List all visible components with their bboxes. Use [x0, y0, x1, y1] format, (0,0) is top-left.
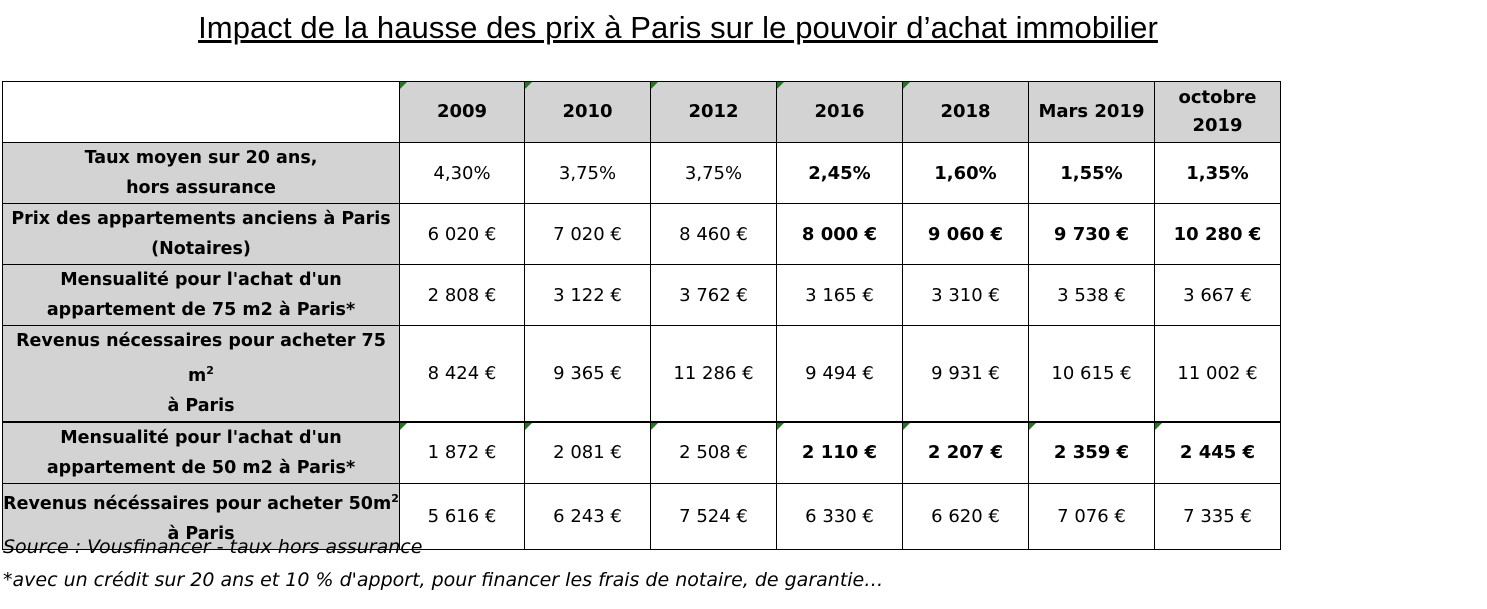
table-cell: 1,35% — [1154, 142, 1281, 204]
table-cell: 9 730 € — [1028, 203, 1155, 265]
table-cell: 2 808 € — [399, 264, 525, 326]
cell-marker — [903, 422, 910, 430]
row-label: Taux moyen sur 20 ans, hors assurance — [2, 142, 400, 204]
table-cell: 8 460 € — [650, 203, 777, 265]
table-cell: 2,45% — [776, 142, 903, 204]
table-cell: 6 620 € — [902, 482, 1029, 550]
table-cell: 3,75% — [524, 142, 651, 204]
table-cell: 3 310 € — [902, 264, 1029, 326]
table-cell: 3 165 € — [776, 264, 903, 326]
table-cell: 2 081 € — [524, 420, 651, 484]
header-2018: 2018 — [902, 81, 1029, 143]
row-label: Prix des appartements anciens à Paris (No… — [2, 203, 400, 265]
table-cell: 6 020 € — [399, 203, 525, 265]
table-cell: 10 615 € — [1028, 324, 1155, 423]
table-cell: 1,55% — [1028, 142, 1155, 204]
table-cell: 11 286 € — [650, 324, 777, 423]
table-cell: 7 076 € — [1028, 482, 1155, 550]
table-cell: 7 020 € — [524, 203, 651, 265]
header-mars-2019: Mars 2019 — [1028, 81, 1155, 143]
table-cell: 3 538 € — [1028, 264, 1155, 326]
table-cell: 1,60% — [902, 142, 1029, 204]
header-corner — [2, 81, 400, 143]
table-cell: 11 002 € — [1154, 324, 1281, 423]
source-note: Source : Vousfinancer - taux hors assura… — [3, 536, 423, 558]
table-row: Prix des appartements anciens à Paris (No… — [2, 203, 1281, 265]
table-row: Revenus nécéssaires pour acheter 50m2 à P… — [2, 482, 1281, 550]
table-cell: 1 872 € — [399, 420, 525, 484]
row-label: Revenus nécessaires pour acheter 75 m2 à … — [2, 324, 400, 423]
header-2012: 2012 — [650, 81, 777, 143]
table-cell: 4,30% — [399, 142, 525, 204]
table-cell: 3 667 € — [1154, 264, 1281, 326]
cell-marker — [777, 82, 784, 89]
table-cell: 7 524 € — [650, 482, 777, 550]
row-label: Revenus nécéssaires pour acheter 50m2 à P… — [2, 482, 400, 550]
header-row: 2009 2010 2012 2016 2018 Mars 2019 octob… — [2, 81, 1281, 143]
table-cell: 9 060 € — [902, 203, 1029, 265]
cell-marker — [400, 82, 407, 89]
row-label: Mensualité pour l'achat d'un appartement … — [2, 420, 400, 484]
table-cell: 2 359 € — [1028, 420, 1155, 484]
table-cell: 2 508 € — [650, 420, 777, 484]
table-cell: 9 365 € — [524, 324, 651, 423]
table-cell: 6 243 € — [524, 482, 651, 550]
cell-marker — [903, 82, 910, 89]
row-label: Mensualité pour l'achat d'un appartement … — [2, 264, 400, 326]
table-cell: 2 445 € — [1154, 420, 1281, 484]
footnote: *avec un crédit sur 20 ans et 10 % d'app… — [3, 569, 884, 591]
cell-marker — [1029, 422, 1036, 430]
cell-marker — [651, 82, 658, 89]
table-cell: 2 207 € — [902, 420, 1029, 484]
table-cell: 8 000 € — [776, 203, 903, 265]
cell-marker — [777, 422, 784, 430]
cell-marker — [651, 422, 658, 430]
table-cell: 8 424 € — [399, 324, 525, 423]
table-cell: 2 110 € — [776, 420, 903, 484]
table-cell: 9 931 € — [902, 324, 1029, 423]
cell-marker — [525, 82, 532, 89]
cell-marker — [525, 422, 532, 430]
table-row: Mensualité pour l'achat d'un appartement … — [2, 420, 1281, 484]
header-octobre-2019: octobre 2019 — [1154, 81, 1281, 143]
table-cell: 3 122 € — [524, 264, 651, 326]
header-2009: 2009 — [399, 81, 525, 143]
table-cell: 3 762 € — [650, 264, 777, 326]
table-cell: 5 616 € — [399, 482, 525, 550]
data-table: 2009 2010 2012 2016 2018 Mars 2019 octob… — [2, 81, 1281, 550]
table-cell: 3,75% — [650, 142, 777, 204]
table-cell: 10 280 € — [1154, 203, 1281, 265]
table-row: Revenus nécessaires pour acheter 75 m2 à … — [2, 324, 1281, 423]
table-cell: 6 330 € — [776, 482, 903, 550]
table-cell: 9 494 € — [776, 324, 903, 423]
header-2010: 2010 — [524, 81, 651, 143]
table-cell: 7 335 € — [1154, 482, 1281, 550]
header-2016: 2016 — [776, 81, 903, 143]
table-row: Mensualité pour l'achat d'un appartement … — [2, 264, 1281, 326]
page-title: Impact de la hausse des prix à Paris sur… — [198, 10, 1158, 45]
cell-marker — [400, 422, 407, 430]
table-row: Taux moyen sur 20 ans, hors assurance 4,3… — [2, 142, 1281, 204]
cell-marker — [1155, 422, 1162, 430]
